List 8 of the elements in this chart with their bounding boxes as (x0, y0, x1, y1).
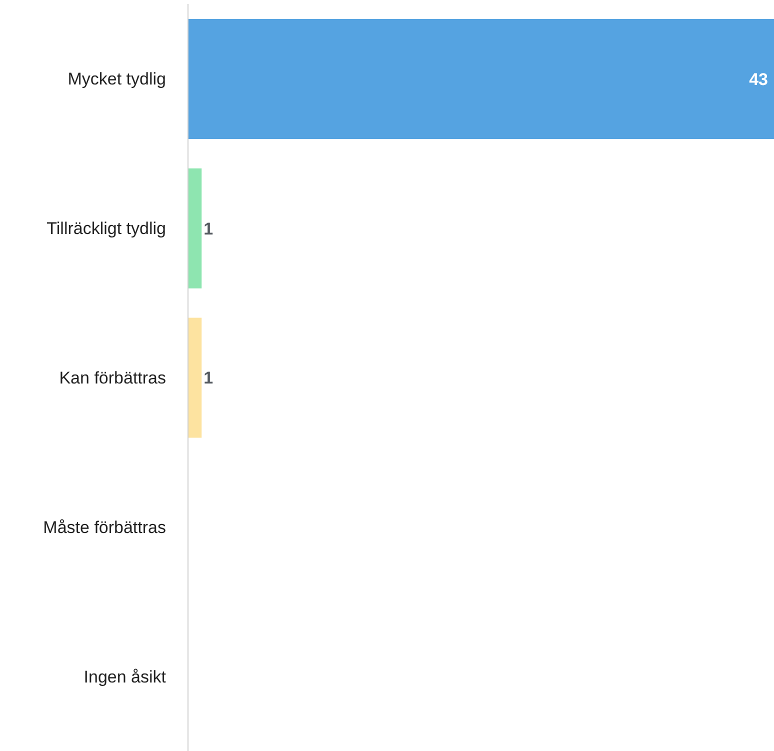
data-label: 43 (749, 70, 768, 89)
y-tick-label: Mycket tydlig (68, 70, 166, 89)
data-label: 1 (204, 368, 214, 388)
y-tick-label: Kan förbättras (59, 368, 166, 388)
y-tick-label: Måste förbättras (43, 518, 166, 537)
y-tick-label: Ingen åsikt (84, 667, 166, 686)
data-label: 1 (204, 219, 214, 238)
y-tick-label: Tillräckligt tydlig (46, 219, 166, 238)
